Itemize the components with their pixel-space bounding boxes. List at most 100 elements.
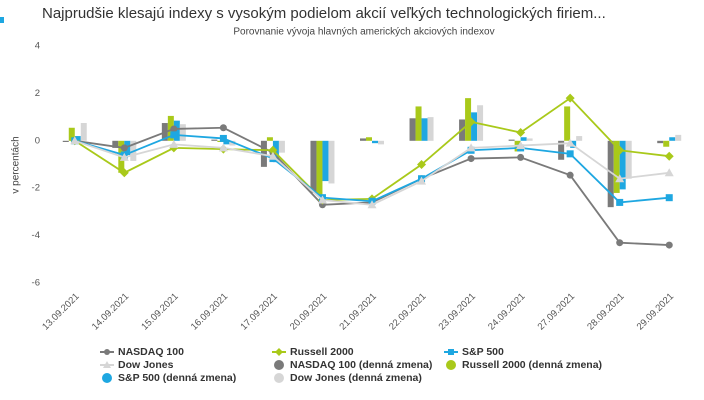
- legend-marker: [274, 373, 284, 383]
- bar: [366, 137, 372, 141]
- bar: [223, 140, 230, 145]
- line-marker: [566, 171, 574, 179]
- x-tick-label: 21.09.2021: [338, 291, 379, 332]
- legend-marker: [448, 349, 454, 355]
- legend-marker: [104, 349, 110, 355]
- bar: [62, 140, 69, 142]
- legend-label: S&P 500: [462, 346, 504, 358]
- line-marker: [664, 151, 674, 161]
- line-marker: [417, 160, 427, 169]
- bar: [576, 136, 583, 141]
- x-tick-label: 28.09.2021: [585, 291, 626, 332]
- x-tick-label: 23.09.2021: [437, 291, 478, 332]
- line-marker: [268, 151, 278, 160]
- line-marker: [170, 125, 178, 133]
- bar: [613, 140, 620, 193]
- line-marker: [70, 136, 80, 145]
- x-tick-label: 27.09.2021: [536, 291, 577, 332]
- line-marker: [516, 141, 526, 150]
- legend-marker: [274, 360, 284, 370]
- chart-title: Najprudšie klesajú indexy s vysokým podi…: [42, 5, 606, 22]
- line-marker: [616, 239, 624, 247]
- legend-marker: [446, 360, 456, 370]
- y-tick-label: -2: [32, 183, 40, 194]
- chart-subtitle: Porovnanie vývoja hlavných amerických ak…: [233, 27, 494, 38]
- x-tick-label: 17.09.2021: [238, 291, 279, 332]
- bar: [427, 117, 434, 141]
- x-tick-label: 14.09.2021: [90, 291, 131, 332]
- line-marker: [467, 155, 475, 163]
- line-marker: [169, 139, 179, 148]
- bar: [179, 124, 186, 141]
- legend-label: Russell 2000 (denná zmena): [462, 359, 602, 371]
- y-tick-label: 4: [35, 41, 40, 52]
- line-marker: [219, 134, 227, 142]
- line-marker: [170, 131, 178, 139]
- bar: [564, 106, 571, 141]
- bar: [415, 106, 422, 141]
- accent: [0, 17, 4, 23]
- line-marker: [119, 168, 129, 178]
- bar: [657, 140, 664, 144]
- legend-marker: [275, 348, 283, 356]
- line-marker: [665, 241, 673, 249]
- legend-marker: [102, 373, 112, 383]
- bar: [607, 140, 614, 208]
- line-marker: [615, 174, 625, 183]
- bar: [112, 140, 119, 148]
- bar: [508, 139, 515, 141]
- bar: [526, 138, 533, 141]
- y-axis-label: v percentách: [11, 136, 22, 193]
- line-marker: [615, 145, 625, 155]
- line-marker: [565, 93, 575, 103]
- line-marker: [218, 143, 228, 152]
- x-tick-label: 13.09.2021: [40, 291, 81, 332]
- line-marker: [317, 195, 327, 204]
- bar: [328, 140, 335, 184]
- line-marker: [565, 138, 575, 147]
- x-tick-label: 22.09.2021: [387, 291, 428, 332]
- y-tick-label: 0: [35, 135, 40, 146]
- line-marker: [665, 194, 673, 202]
- bar: [229, 140, 236, 146]
- bar: [675, 134, 682, 141]
- bar: [619, 140, 626, 190]
- x-tick-label: 29.09.2021: [635, 291, 676, 332]
- bar: [663, 140, 670, 147]
- bar: [465, 98, 472, 141]
- bar: [360, 138, 366, 141]
- line-marker: [466, 143, 476, 152]
- line: [74, 133, 670, 204]
- line-marker: [367, 200, 377, 209]
- y-tick-label: 2: [35, 88, 40, 99]
- bar: [310, 140, 317, 193]
- legend-label: Dow Jones: [118, 359, 174, 371]
- bar: [669, 137, 676, 141]
- x-tick-label: 16.09.2021: [189, 291, 230, 332]
- bar: [378, 140, 384, 145]
- y-tick-label: -4: [32, 230, 40, 241]
- line-marker: [517, 153, 525, 161]
- legend-marker: [103, 361, 111, 368]
- line-marker: [566, 150, 574, 158]
- line-marker: [616, 198, 624, 206]
- bar: [520, 137, 527, 141]
- bar: [316, 140, 323, 196]
- bar: [278, 140, 285, 153]
- line: [74, 96, 670, 201]
- bar: [471, 112, 478, 141]
- x-tick-label: 24.09.2021: [486, 291, 527, 332]
- x-tick-label: 20.09.2021: [288, 291, 329, 332]
- line: [74, 126, 670, 246]
- bar: [322, 140, 329, 182]
- line-marker: [516, 128, 526, 138]
- line-marker: [119, 152, 129, 161]
- line-marker: [466, 117, 476, 127]
- legend-label: Russell 2000: [290, 346, 354, 358]
- line-marker: [664, 168, 674, 177]
- legend-label: S&P 500 (denná zmena): [118, 372, 236, 384]
- y-tick-label: -6: [32, 278, 40, 289]
- bar: [211, 139, 218, 141]
